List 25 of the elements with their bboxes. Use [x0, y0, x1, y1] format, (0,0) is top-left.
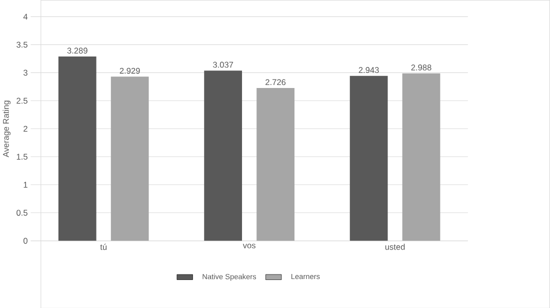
bar [58, 56, 96, 241]
data-label: 3.289 [67, 47, 88, 54]
y-axis-title: Average Rating [2, 100, 11, 158]
x-tick-label: usted [385, 244, 405, 250]
data-label: 2.929 [120, 68, 140, 74]
x-tick-label: tú [100, 244, 107, 250]
y-tick-label: 3 [23, 70, 28, 76]
data-label: 2.943 [358, 66, 379, 73]
bar [402, 73, 440, 241]
y-tick-label: 1.5 [16, 154, 28, 160]
bar [110, 76, 149, 241]
data-label: 3.037 [213, 62, 234, 68]
data-label: 2.726 [266, 79, 286, 85]
y-tick-label: 2 [24, 126, 28, 132]
y-tick-label: 0 [23, 238, 28, 244]
y-tick-label: 1 [24, 182, 28, 188]
x-tick-label: vos [242, 244, 256, 248]
bar [256, 88, 294, 241]
data-label: 2.988 [411, 64, 432, 70]
y-tick-label: 0.5 [16, 210, 28, 216]
bar [350, 76, 388, 241]
y-tick-label: 2.5 [16, 98, 28, 104]
y-tick-label: 3.5 [16, 42, 28, 48]
y-tick-label: 4 [23, 14, 28, 20]
bar [204, 70, 242, 241]
